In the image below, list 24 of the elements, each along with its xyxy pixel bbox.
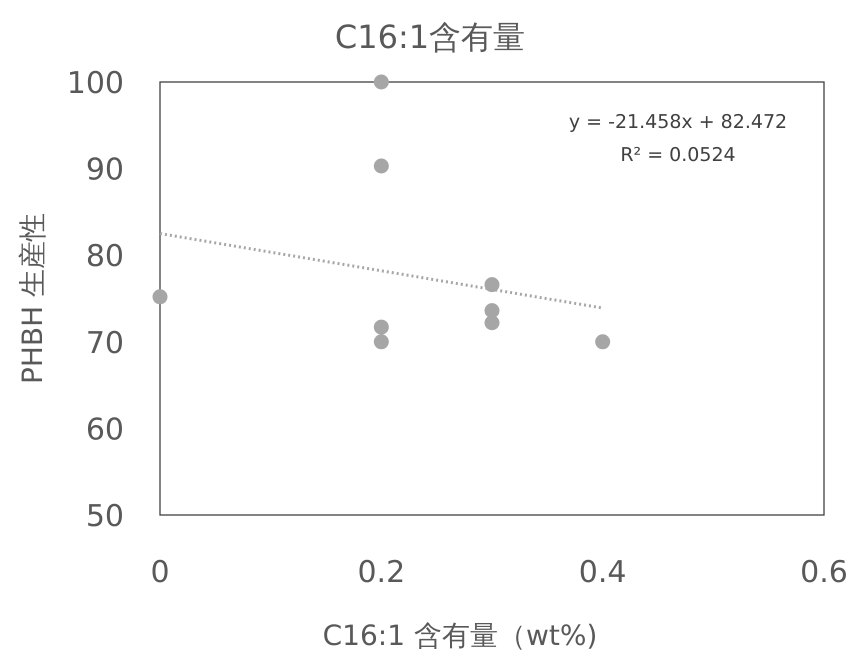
point <box>374 158 389 174</box>
y-tick-label: 50 <box>86 499 124 534</box>
point <box>484 315 500 330</box>
y-tick-label: 90 <box>86 152 124 188</box>
y-tick-label: 70 <box>86 326 124 361</box>
point <box>374 74 389 90</box>
annotation: R² = 0.0524 <box>620 144 736 166</box>
y-tick-label: 60 <box>86 412 124 448</box>
point <box>374 334 389 350</box>
point <box>152 289 168 304</box>
point <box>374 320 389 335</box>
x-tick-label: 0.4 <box>578 555 627 590</box>
point <box>484 303 500 318</box>
y-axis-title: PHBH 生産性 <box>16 212 49 384</box>
x-axis-title: C16:1 含有量（wt%) <box>322 619 598 652</box>
chart-title: C16:1含有量 <box>334 18 526 56</box>
x-tick-label: 0.2 <box>357 555 406 590</box>
x-tick-label: 0.6 <box>800 555 848 590</box>
annotation: y = -21.458x + 82.472 <box>568 111 788 133</box>
x-tick-label: 0 <box>150 555 170 590</box>
y-tick-label: 80 <box>86 239 124 274</box>
point <box>595 334 610 350</box>
y-tick-label: 100 <box>66 66 124 101</box>
point <box>484 277 500 292</box>
